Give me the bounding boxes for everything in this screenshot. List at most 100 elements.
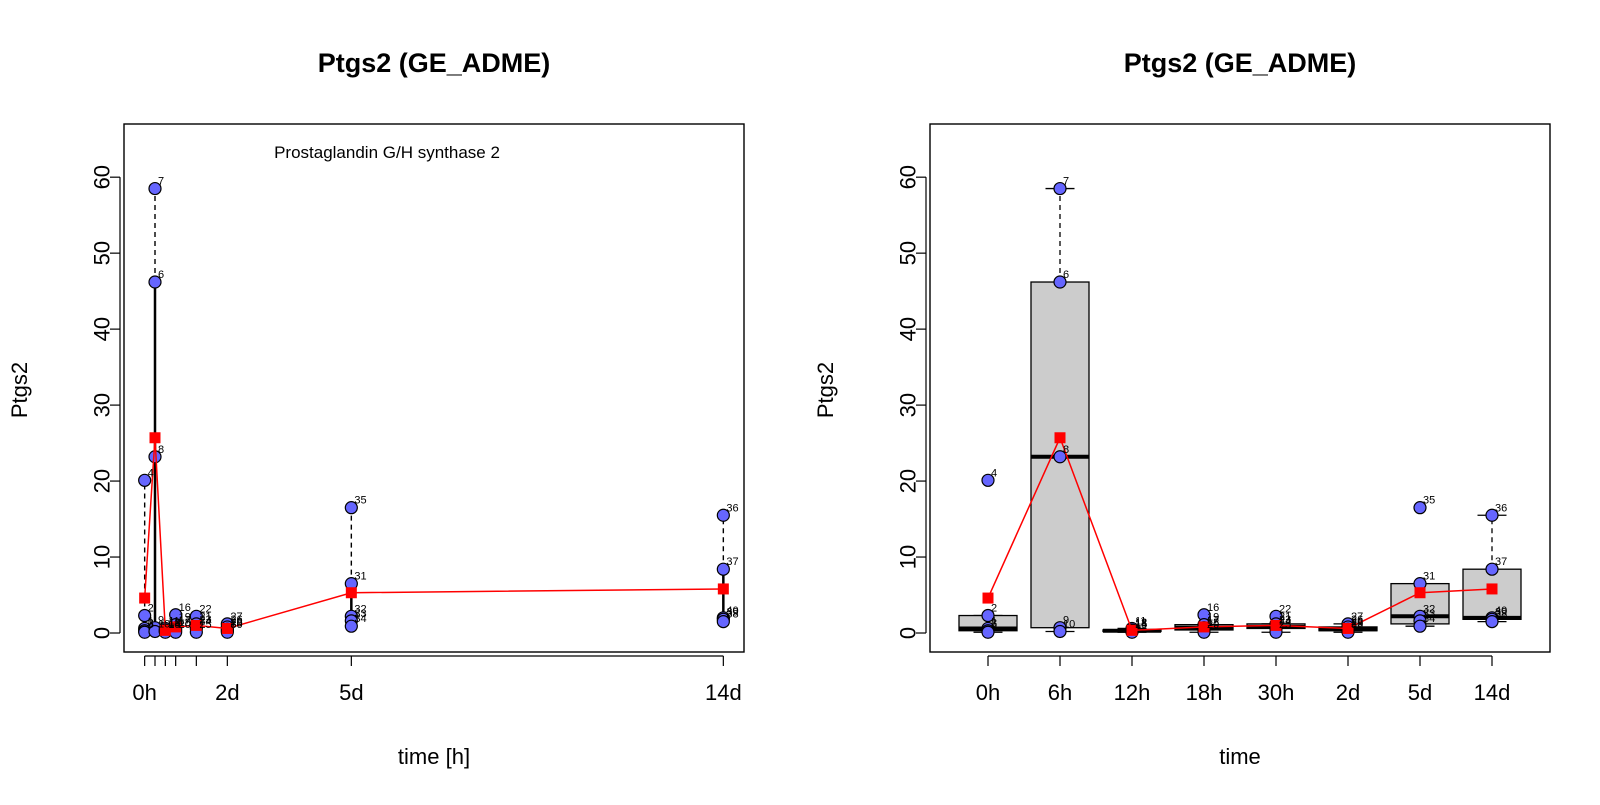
panel-1-mean-marker xyxy=(221,622,233,634)
panel-2-point-label: 10 xyxy=(1063,618,1075,630)
panel-1-mean-polyline xyxy=(143,437,724,632)
panel-2-point-label: 5 xyxy=(991,619,997,631)
panel-1-point-label: 15 xyxy=(168,619,180,631)
panel-1-point xyxy=(148,181,162,196)
panel-2-point-label: 24 xyxy=(1279,615,1291,627)
panel-2-y-tick-label: 30 xyxy=(896,393,921,417)
panel-time-scatter: Ptgs2 (GE_ADME) time [h] Ptgs2 Prostagla… xyxy=(7,48,745,769)
panel-1-mean-marker xyxy=(170,621,182,633)
panel-2-point-label: 33 xyxy=(1423,608,1435,620)
panel-1-mean-marker xyxy=(190,619,202,631)
panel-1-point-label: 7 xyxy=(158,176,164,188)
panel-1-title: Ptgs2 (GE_ADME) xyxy=(318,48,551,78)
panel-1-y-tick-label: 10 xyxy=(90,545,115,569)
panel-2-point-label: 28 xyxy=(1351,616,1363,628)
panel-2-mean-marker xyxy=(1486,583,1498,595)
panel-1-point-label: 8 xyxy=(158,444,164,456)
panel-2-point-label: 19 xyxy=(1207,612,1219,624)
panel-2-point xyxy=(1053,181,1067,196)
panel-1-point xyxy=(716,562,730,576)
panel-2-mean-marker xyxy=(1414,587,1426,599)
panel-2-point-label: 35 xyxy=(1423,495,1435,507)
panel-1-y-tick-label: 40 xyxy=(90,317,115,341)
panel-1-point-label: 1 xyxy=(148,615,154,627)
panel-1-mean-line xyxy=(139,432,729,636)
panel-2-boxes xyxy=(958,187,1522,633)
panel-2-y-tick-label: 0 xyxy=(896,627,921,639)
panel-2-point-label: 30 xyxy=(1351,619,1363,631)
panel-1-annotation: Prostaglandin G/H synthase 2 xyxy=(274,143,500,162)
panel-1-point xyxy=(344,501,358,515)
panel-2-x-axis-label: time xyxy=(1219,744,1261,769)
panel-2-point-label: 31 xyxy=(1423,571,1435,583)
panel-1-point xyxy=(138,608,152,623)
panel-2-point xyxy=(1413,619,1427,633)
panel-2-point xyxy=(1413,501,1427,515)
panel-2-point xyxy=(981,625,995,639)
panel-1-x-axis-label: time [h] xyxy=(398,744,470,769)
panel-2-point-label: 11 xyxy=(1135,615,1146,627)
panel-2-point-label: 13 xyxy=(1135,618,1147,630)
panel-2-point-label: 6 xyxy=(1063,269,1069,281)
panel-1-point-label: 37 xyxy=(726,556,738,568)
panel-1-x-tick-label: 5d xyxy=(339,680,363,705)
panel-2-axes: 0 10 20 30 40 50 60 0h 6h 12h 18h 30h 2d 5d 14d xyxy=(896,165,1511,705)
panel-2-mean-line xyxy=(982,432,1498,636)
panel-2-y-tick-label: 10 xyxy=(896,545,921,569)
panel-1-y-tick-label: 50 xyxy=(90,241,115,265)
panel-2-point-label: 20 xyxy=(1207,619,1219,631)
panel-1-x-tick-label: 0h xyxy=(132,680,156,705)
panel-1-point-label: 4 xyxy=(148,467,154,479)
panel-2-x-tick-label: 14d xyxy=(1474,680,1511,705)
panel-1-y-axis-label: Ptgs2 xyxy=(7,362,32,418)
panel-1-mean-marker xyxy=(149,432,161,444)
panel-2-point-label: 27 xyxy=(1351,611,1363,623)
panel-2-point-label: 36 xyxy=(1495,502,1507,514)
panel-1-point-label: 14 xyxy=(168,618,180,630)
panel-2-point xyxy=(1485,562,1499,576)
panel-2-point xyxy=(1053,275,1067,289)
panel-2-point xyxy=(981,608,995,623)
panel-2-mean-marker xyxy=(1126,624,1138,636)
panel-1-point-label: 10 xyxy=(158,618,170,630)
panel-2-point-label: 40 xyxy=(1495,605,1507,617)
panel-2-title: Ptgs2 (GE_ADME) xyxy=(1124,48,1357,78)
panel-1-point-label: 18 xyxy=(179,617,191,629)
panel-1-point-label: 9 xyxy=(158,615,164,627)
panel-2-x-tick-label: 30h xyxy=(1258,680,1295,705)
panel-1-point-label: 20 xyxy=(179,619,191,631)
panel-1-point-label: 17 xyxy=(179,615,191,627)
panel-2-y-tick-label: 40 xyxy=(896,317,921,341)
panel-1-mean-marker xyxy=(717,583,729,595)
panel-1-point-label: 30 xyxy=(230,619,242,631)
panel-2-x-tick-label: 2d xyxy=(1336,680,1360,705)
panel-1-mean-marker xyxy=(345,587,357,599)
panel-2-point-label: 26 xyxy=(1351,614,1363,626)
panel-1-point-label: 24 xyxy=(199,615,211,627)
panel-1-point-label: 39 xyxy=(726,606,738,618)
panel-1-point-label: 26 xyxy=(230,614,242,626)
panel-1-point-label: 32 xyxy=(354,603,366,615)
panel-1-y-tick-label: 0 xyxy=(90,627,115,639)
panel-1-y-tick-label: 60 xyxy=(90,165,115,189)
panel-1-point-label: 25 xyxy=(199,619,211,631)
panel-2-point-label: 39 xyxy=(1495,606,1507,618)
panel-1-point xyxy=(716,508,730,522)
panel-2-point-label: 38 xyxy=(1495,609,1507,621)
panel-2-point-label: 3 xyxy=(991,618,997,630)
panel-2-y-axis-label: Ptgs2 xyxy=(813,362,838,418)
panel-2-mean-marker xyxy=(1054,432,1066,444)
panel-1-point-label: 2 xyxy=(148,603,154,615)
panel-1-point-label: 12 xyxy=(168,617,180,629)
panel-1-point-label: 21 xyxy=(199,611,211,623)
panel-2-point-label: 12 xyxy=(1135,617,1147,629)
panel-2-mean-marker xyxy=(1198,621,1210,633)
panel-category-boxplot: Ptgs2 (GE_ADME) time Ptgs2 0102030405060… xyxy=(813,48,1551,769)
panel-2-point-label: 15 xyxy=(1135,619,1147,631)
panel-1-y-tick-label: 30 xyxy=(90,393,115,417)
panel-2-point-label: 4 xyxy=(991,467,997,479)
panel-1-x-tick-label: 14d xyxy=(705,680,742,705)
panel-1-point-label: 19 xyxy=(179,612,191,624)
